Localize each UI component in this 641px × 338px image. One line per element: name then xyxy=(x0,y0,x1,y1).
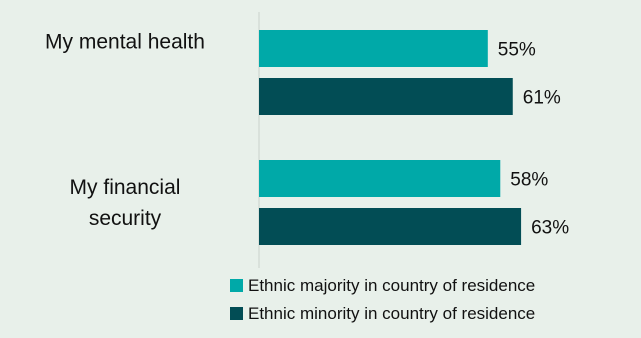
legend-swatch xyxy=(230,307,243,320)
legend-swatch xyxy=(230,279,243,292)
category-label-line: My financial xyxy=(70,176,181,199)
bar-majority-0 xyxy=(259,30,488,67)
data-label: 55% xyxy=(498,40,536,61)
bar-minority-0 xyxy=(259,78,513,115)
data-label: 63% xyxy=(531,218,569,239)
bar-minority-1 xyxy=(259,208,522,245)
data-label: 61% xyxy=(523,88,561,109)
category-label-line: security xyxy=(89,207,162,230)
legend-entry: Ethnic minority in country of residence xyxy=(248,304,535,323)
category-label: My mental health xyxy=(45,31,205,54)
category-label: My financial security xyxy=(70,176,181,230)
bar-majority-1 xyxy=(259,160,501,197)
data-label: 58% xyxy=(510,170,548,191)
category-label-line: My mental health xyxy=(45,31,205,54)
legend-entry: Ethnic majority in country of residence xyxy=(248,276,535,295)
